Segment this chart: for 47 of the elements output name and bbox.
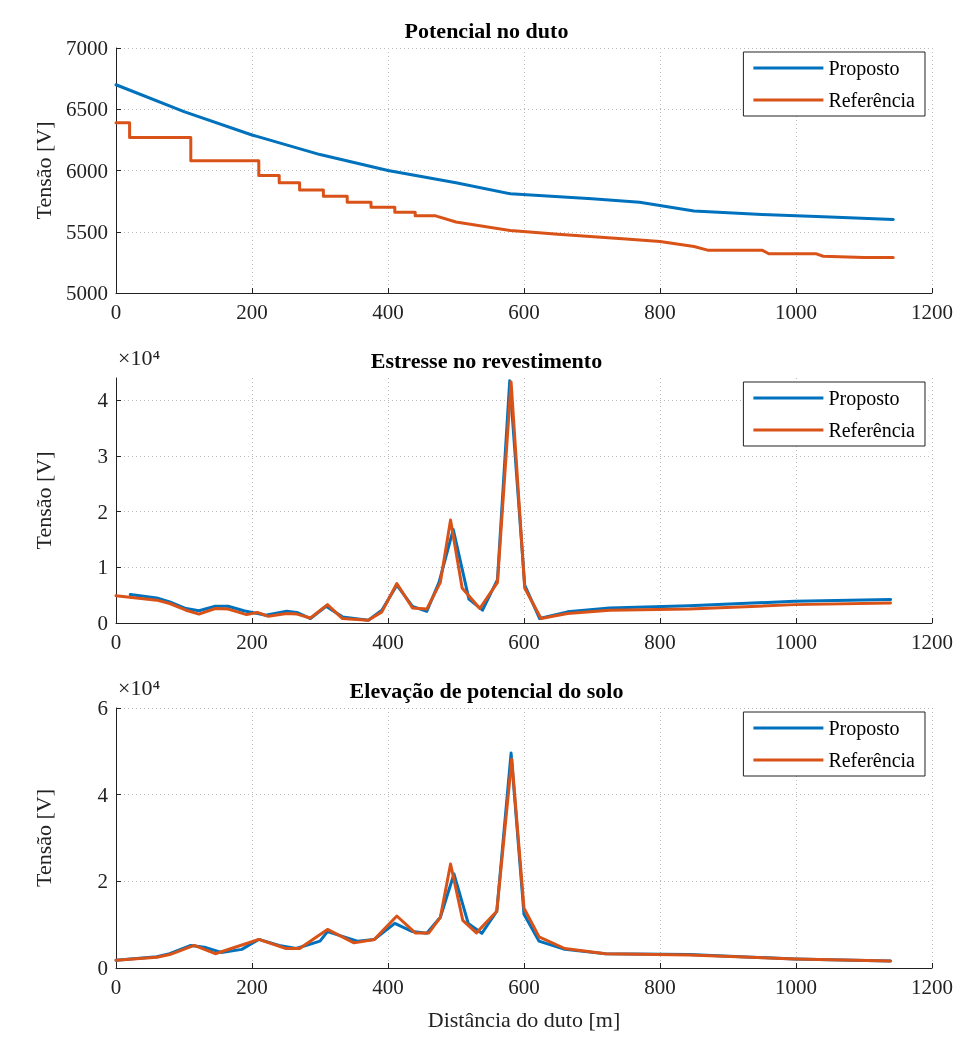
x-tick-label: 400	[372, 629, 404, 654]
x-tick-label: 200	[236, 299, 268, 324]
chart-title: Potencial no duto	[404, 17, 569, 43]
y-tick-label: 2	[97, 869, 108, 894]
legend-label: Referência	[828, 749, 916, 771]
y-tick-label: 5000	[66, 281, 108, 305]
y-tick-label: 7000	[66, 36, 108, 60]
x-tick-label: 800	[644, 629, 676, 654]
x-tick-label: 600	[508, 974, 540, 999]
y-tick-label: 6000	[66, 158, 108, 183]
y-tick-label: 6	[97, 696, 108, 720]
x-axis-title: Distância do duto [m]	[427, 1006, 621, 1032]
legend-label: Proposto	[828, 717, 900, 740]
legend-label: Proposto	[828, 387, 900, 410]
y-tick-label: 5500	[66, 219, 108, 244]
text: ×10⁴	[118, 674, 161, 700]
y-tick-label: 0	[97, 611, 108, 635]
x-tick-label: 800	[644, 299, 676, 324]
x-tick-label: 1200	[911, 629, 953, 654]
x-tick-label: 800	[644, 974, 676, 999]
x-tick-label: 1200	[911, 299, 953, 324]
x-tick-label: 1200	[911, 974, 953, 999]
x-tick-label: 200	[236, 629, 268, 654]
legend-label: Referência	[828, 419, 916, 441]
text: ×10⁴	[118, 344, 161, 370]
y-axis-title: Tensão [V]	[30, 121, 56, 220]
x-tick-label: 1000	[775, 974, 817, 999]
x-tick-label: 400	[372, 974, 404, 999]
x-tick-label: 200	[236, 974, 268, 999]
x-tick-label: 600	[508, 299, 540, 324]
y-tick-label: 2	[97, 499, 108, 524]
y-tick-label: 6500	[66, 97, 108, 122]
y-axis-title: Tensão [V]	[30, 788, 56, 888]
chart-title: Elevação de potencial do solo	[349, 677, 624, 703]
y-tick-label: 0	[97, 956, 108, 980]
legend-label: Proposto	[828, 57, 900, 80]
legend-label: Referência	[828, 89, 916, 111]
x-tick-label: 400	[372, 299, 404, 324]
x-tick-label: 1000	[775, 299, 817, 324]
y-tick-label: 1	[97, 555, 108, 580]
x-tick-label: 600	[508, 629, 540, 654]
x-tick-label: 1000	[775, 629, 817, 654]
y-tick-label: 3	[97, 443, 108, 468]
y-axis-title: Tensão [V]	[30, 451, 56, 550]
y-tick-label: 4	[97, 388, 109, 413]
y-tick-label: 4	[97, 782, 109, 807]
chart-title: Estresse no revestimento	[370, 347, 603, 373]
